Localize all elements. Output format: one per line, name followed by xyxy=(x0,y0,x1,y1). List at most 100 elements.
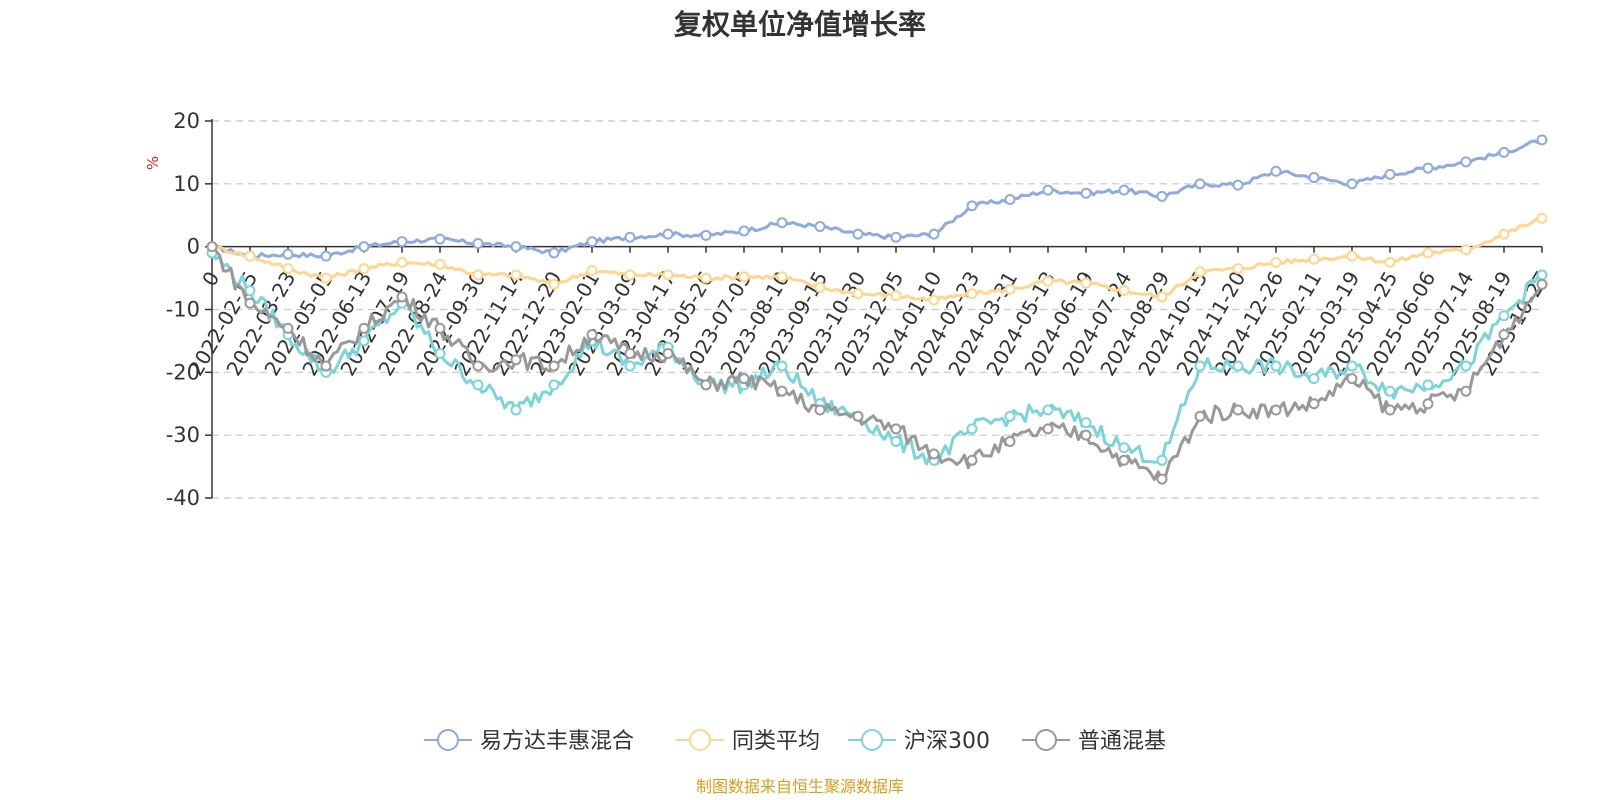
data-point xyxy=(966,454,978,466)
series-layer xyxy=(206,134,1548,485)
data-point xyxy=(1194,360,1206,372)
data-point xyxy=(852,288,864,300)
data-point xyxy=(662,228,674,240)
data-point xyxy=(700,272,712,284)
data-point xyxy=(1270,360,1282,372)
legend-label: 同类平均 xyxy=(732,729,820,754)
data-point xyxy=(548,379,560,391)
data-point xyxy=(700,379,712,391)
data-point xyxy=(434,233,446,245)
data-point xyxy=(1460,385,1472,397)
data-point xyxy=(662,269,674,281)
data-point xyxy=(624,360,636,372)
data-point xyxy=(1042,423,1054,435)
data-point xyxy=(320,360,332,372)
data-point xyxy=(624,231,636,243)
data-point xyxy=(1004,283,1016,295)
data-point xyxy=(1118,442,1130,454)
data-point xyxy=(1004,194,1016,206)
legend-marker xyxy=(437,729,459,751)
data-point xyxy=(624,269,636,281)
data-point xyxy=(358,241,370,253)
data-point xyxy=(1346,373,1358,385)
data-point xyxy=(358,263,370,275)
data-point xyxy=(776,385,788,397)
data-point xyxy=(1232,360,1244,372)
data-point xyxy=(1118,285,1130,297)
data-point xyxy=(1270,256,1282,268)
data-point xyxy=(890,435,902,447)
y-tick-label: -10 xyxy=(166,298,200,322)
data-point xyxy=(1346,178,1358,190)
series-3 xyxy=(206,241,1548,485)
legend-item[interactable]: 易方达丰惠混合 xyxy=(424,729,634,754)
data-point xyxy=(1156,291,1168,303)
data-point xyxy=(358,335,370,347)
data-point xyxy=(206,241,218,253)
data-point xyxy=(1498,310,1510,322)
data-point xyxy=(1536,134,1548,146)
data-point xyxy=(1156,190,1168,202)
data-point xyxy=(320,272,332,284)
data-point xyxy=(1080,187,1092,199)
data-point xyxy=(928,448,940,460)
legend-item[interactable]: 普通混基 xyxy=(1022,729,1166,754)
data-point xyxy=(1118,184,1130,196)
data-point xyxy=(244,297,256,309)
data-point xyxy=(396,256,408,268)
data-point xyxy=(1080,277,1092,289)
data-point xyxy=(396,236,408,248)
data-point xyxy=(1460,244,1472,256)
legend-item[interactable]: 沪深300 xyxy=(848,729,990,754)
data-point xyxy=(1004,410,1016,422)
data-point xyxy=(776,217,788,229)
data-point xyxy=(1004,435,1016,447)
data-point xyxy=(548,247,560,259)
data-point xyxy=(1194,410,1206,422)
legend-label: 易方达丰惠混合 xyxy=(480,729,634,754)
data-point xyxy=(928,228,940,240)
data-point xyxy=(282,263,294,275)
data-point xyxy=(1042,184,1054,196)
data-point xyxy=(510,241,522,253)
data-point xyxy=(738,271,750,283)
data-point xyxy=(1156,473,1168,485)
data-point xyxy=(434,322,446,334)
data-point xyxy=(1118,454,1130,466)
source-note: 制图数据来自恒生聚源数据库 xyxy=(696,777,904,796)
data-point xyxy=(890,423,902,435)
data-point xyxy=(396,291,408,303)
data-point xyxy=(1080,429,1092,441)
data-point xyxy=(1384,385,1396,397)
data-point xyxy=(852,228,864,240)
data-point xyxy=(814,282,826,294)
data-point xyxy=(966,423,978,435)
data-point xyxy=(928,294,940,306)
data-point xyxy=(852,410,864,422)
series-0 xyxy=(206,134,1548,262)
data-point xyxy=(282,322,294,334)
data-point xyxy=(814,221,826,233)
data-point xyxy=(472,360,484,372)
legend[interactable]: 易方达丰惠混合 同类平均 沪深300 普通混基 xyxy=(424,729,1166,754)
y-tick-label: -30 xyxy=(166,423,200,447)
data-point xyxy=(662,347,674,359)
data-point xyxy=(244,285,256,297)
data-point xyxy=(1536,212,1548,224)
y-tick-label: 20 xyxy=(173,109,200,133)
data-point xyxy=(1498,146,1510,158)
data-point xyxy=(1232,263,1244,275)
legend-item[interactable]: 同类平均 xyxy=(676,729,820,754)
legend-label: 沪深300 xyxy=(904,729,990,754)
data-point xyxy=(1156,454,1168,466)
data-point xyxy=(510,269,522,281)
data-point xyxy=(890,290,902,302)
y-tick-label: 0 xyxy=(187,235,200,259)
series-line xyxy=(211,216,1543,302)
data-point xyxy=(966,288,978,300)
data-point xyxy=(1270,165,1282,177)
data-point xyxy=(700,229,712,241)
data-point xyxy=(776,271,788,283)
data-point xyxy=(738,373,750,385)
